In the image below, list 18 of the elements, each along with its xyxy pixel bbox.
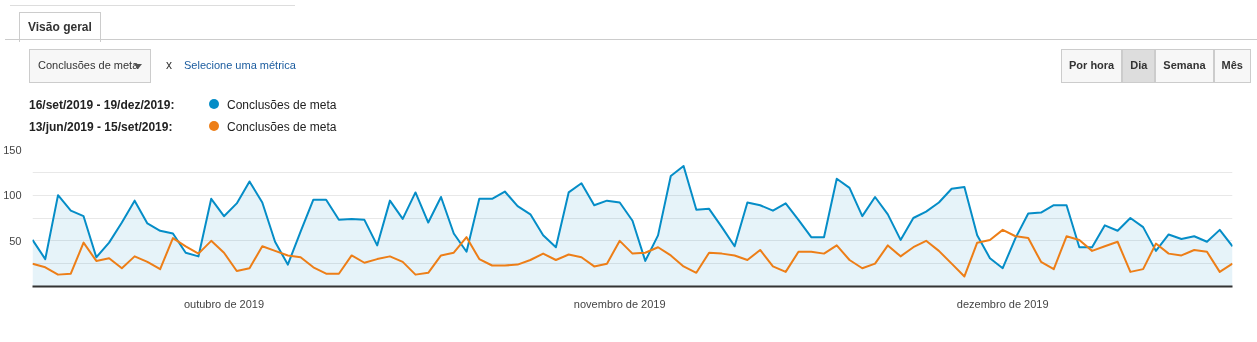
y-tick-label: 100 bbox=[3, 189, 22, 202]
text: Por hora bbox=[1061, 49, 1123, 83]
text: Dia bbox=[1122, 49, 1156, 83]
text: Semana bbox=[1155, 49, 1214, 83]
x-tick-label: outubro de 2019 bbox=[183, 297, 265, 310]
text: Mês bbox=[1213, 49, 1251, 83]
text: 13/jun/2019 - 15/set/2019: bbox=[29, 119, 174, 136]
text: 16/set/2019 - 19/dez/2019: bbox=[29, 97, 176, 114]
text: Selecione uma métrica bbox=[184, 58, 296, 73]
x-tick-label: dezembro de 2019 bbox=[956, 297, 1049, 310]
text: x bbox=[166, 57, 172, 74]
x-tick-label: novembro de 2019 bbox=[573, 297, 666, 310]
y-tick-label: 50 bbox=[9, 234, 22, 247]
y-tick-label: 150 bbox=[3, 143, 22, 156]
line-series bbox=[32, 228, 1233, 278]
legend-label: Conclusões de meta bbox=[227, 120, 337, 134]
legend-label: Conclusões de meta bbox=[227, 98, 337, 112]
text: Visão geral bbox=[19, 12, 101, 43]
